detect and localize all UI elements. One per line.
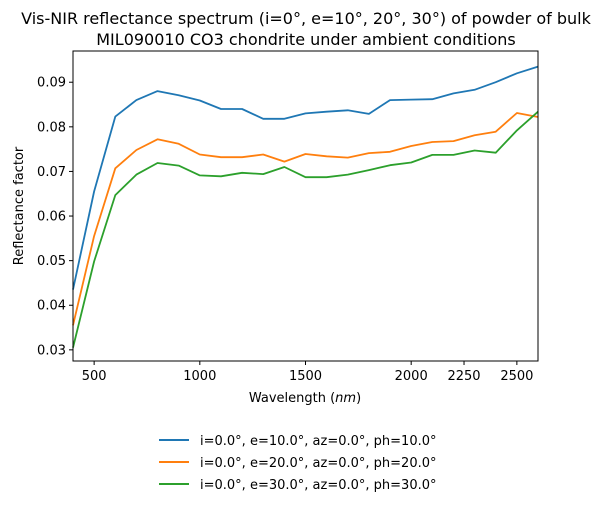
y-tick-label: 0.06 xyxy=(37,210,66,225)
series-line-2 xyxy=(72,112,539,326)
y-tick-label: 0.05 xyxy=(37,254,66,269)
x-axis-label-unit: nm xyxy=(335,391,356,406)
x-axis-label: Wavelength (nm) xyxy=(249,391,361,406)
x-tick-label: 2250 xyxy=(447,369,480,384)
x-axis-label-suffix: ) xyxy=(356,391,361,406)
x-tick-label: 1500 xyxy=(289,369,322,384)
tick-layer: 500 1000 1500 2000 2250 2500 0.03 0.04 0.05 0.06 0… xyxy=(37,76,533,384)
legend: i=0.0°, e=10.0°, az=0.0°, ph=10.0° i=0.0… xyxy=(159,434,437,493)
series-line-3 xyxy=(72,111,539,348)
x-tick-label: 2000 xyxy=(395,369,428,384)
y-tick-label: 0.04 xyxy=(37,299,66,314)
series-line-1 xyxy=(72,65,539,290)
y-tick-label: 0.03 xyxy=(37,343,66,358)
y-tick-label: 0.09 xyxy=(37,76,66,91)
y-axis-label: Reflectance factor xyxy=(12,146,27,265)
x-tick-label: 1000 xyxy=(183,369,216,384)
chart-title: Vis-NIR reflectance spectrum (i=0°, e=10… xyxy=(21,9,591,28)
plot-frame xyxy=(72,50,539,362)
y-tick-label: 0.07 xyxy=(37,165,66,180)
legend-label-3: i=0.0°, e=30.0°, az=0.0°, ph=30.0° xyxy=(200,478,437,493)
x-axis-label-prefix: Wavelength ( xyxy=(249,391,335,406)
y-tick-label: 0.08 xyxy=(37,120,66,135)
series-layer xyxy=(72,65,539,348)
chart-subtitle: MIL090010 CO3 chondrite under ambient co… xyxy=(96,30,515,49)
x-tick-label: 500 xyxy=(82,369,107,384)
legend-label-1: i=0.0°, e=10.0°, az=0.0°, ph=10.0° xyxy=(200,434,437,449)
x-tick-label: 2500 xyxy=(500,369,533,384)
legend-label-2: i=0.0°, e=20.0°, az=0.0°, ph=20.0° xyxy=(200,456,437,471)
